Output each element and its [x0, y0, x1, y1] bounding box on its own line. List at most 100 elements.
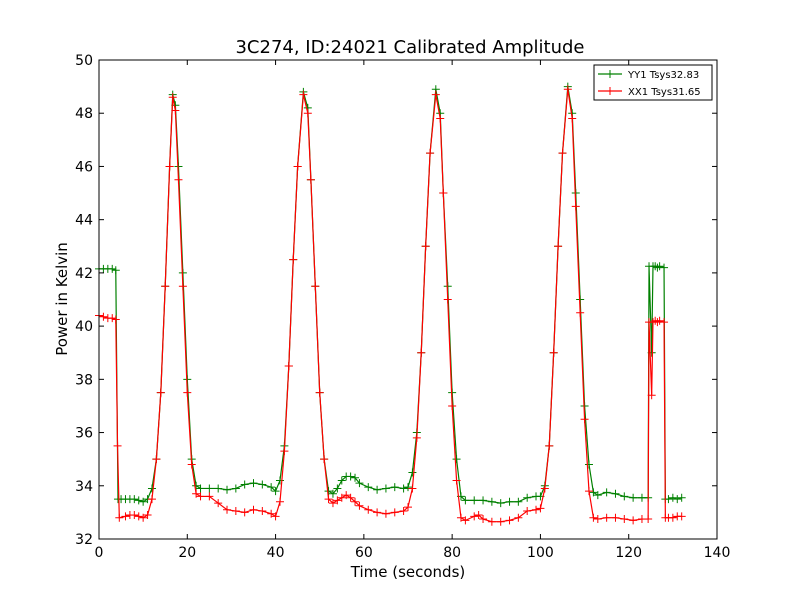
data-point — [558, 149, 567, 158]
data-point — [289, 255, 298, 264]
data-point — [115, 513, 124, 522]
data-point — [584, 460, 593, 469]
data-point — [593, 491, 602, 500]
data-point — [647, 391, 656, 400]
data-point — [183, 388, 192, 397]
y-axis-label: Power in Kelvin — [53, 242, 71, 356]
y-tick-label: 50 — [75, 53, 93, 69]
data-point — [421, 242, 430, 251]
data-point — [121, 512, 130, 521]
data-point — [461, 496, 470, 505]
data-point — [130, 495, 139, 504]
data-point — [677, 512, 686, 521]
data-point — [187, 460, 196, 469]
x-tick-label: 80 — [443, 545, 461, 561]
data-point — [152, 455, 161, 464]
x-axis-label: Time (seconds) — [350, 563, 466, 581]
data-point — [620, 492, 629, 501]
data-point — [404, 503, 412, 512]
data-point — [576, 308, 585, 317]
data-point — [589, 488, 598, 497]
data-point — [111, 266, 120, 275]
data-point — [655, 262, 664, 271]
data-point — [249, 505, 258, 514]
data-point — [130, 511, 139, 520]
data-point — [487, 517, 496, 526]
data-point — [165, 162, 174, 171]
data-point — [306, 175, 315, 184]
data-point — [192, 489, 201, 498]
data-point — [443, 295, 452, 304]
data-point — [496, 499, 505, 508]
data-point — [108, 264, 117, 273]
data-point — [668, 513, 677, 522]
x-tick-label: 120 — [615, 545, 642, 561]
y-tick-label: 34 — [75, 479, 93, 495]
legend-frame — [593, 64, 713, 101]
data-point — [412, 433, 421, 442]
y-tick-label: 48 — [75, 106, 93, 122]
data-point — [523, 507, 532, 516]
data-point — [439, 189, 448, 198]
x-tick-label: 140 — [704, 545, 731, 561]
data-point — [563, 85, 572, 94]
data-point — [602, 513, 611, 522]
data-point — [113, 441, 122, 450]
data-point — [171, 106, 180, 115]
data-point — [271, 487, 280, 496]
y-tick-label: 40 — [75, 319, 93, 335]
data-point — [399, 484, 408, 493]
data-point — [134, 512, 143, 521]
data-point — [223, 485, 232, 494]
data-point — [299, 90, 308, 99]
data-point — [346, 472, 355, 481]
data-point — [668, 493, 677, 502]
data-point — [303, 109, 312, 118]
data-point — [602, 488, 611, 497]
data-point — [545, 441, 554, 450]
data-point — [673, 495, 682, 504]
data-point — [487, 497, 496, 506]
legend-marker — [606, 70, 614, 78]
legend-label: XX1 Tsys31.65 — [628, 87, 701, 98]
y-tick-label: 32 — [75, 532, 93, 548]
y-tick-label: 38 — [75, 372, 93, 388]
data-point — [240, 480, 249, 489]
data-point — [192, 481, 201, 490]
data-point — [523, 493, 532, 502]
data-point — [505, 516, 514, 525]
data-point — [320, 455, 329, 464]
data-point — [496, 517, 505, 526]
data-point — [293, 162, 302, 171]
data-point — [431, 90, 440, 99]
data-point — [568, 114, 577, 123]
data-point — [333, 496, 342, 505]
series-2 — [95, 85, 686, 526]
data-point — [436, 114, 445, 123]
data-point — [479, 496, 488, 505]
data-point — [390, 483, 399, 492]
data-point — [205, 484, 214, 493]
chart-title: 3C274, ID:24021 Calibrated Amplitude — [235, 37, 584, 58]
data-point — [373, 508, 382, 517]
data-point — [456, 513, 465, 522]
data-point — [611, 513, 620, 522]
data-point — [214, 499, 223, 508]
legend: YY1 Tsys32.83 XX1 Tsys31.65 — [593, 64, 713, 101]
data-point — [249, 479, 258, 488]
data-point — [258, 507, 267, 516]
data-point — [408, 484, 417, 493]
data-point — [333, 484, 342, 493]
data-point — [196, 484, 205, 493]
data-point — [470, 496, 479, 505]
data-point — [426, 149, 435, 158]
data-point — [267, 509, 276, 518]
data-point — [346, 493, 355, 502]
data-point — [271, 512, 280, 521]
data-point — [337, 493, 346, 502]
data-point — [373, 485, 382, 494]
data-point — [408, 468, 417, 477]
data-point — [231, 484, 240, 493]
data-point — [532, 505, 541, 514]
